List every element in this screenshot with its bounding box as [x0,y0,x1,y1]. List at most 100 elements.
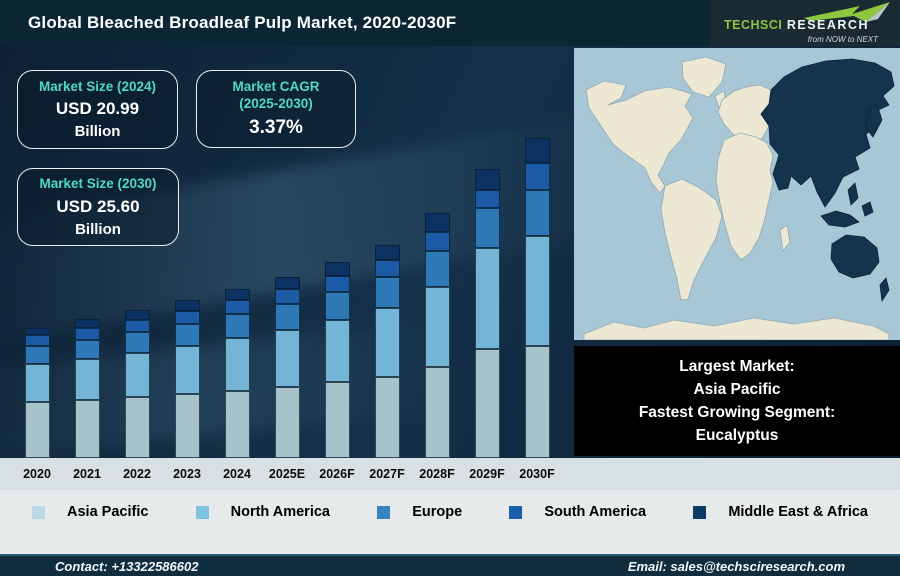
bar-segment-north-america [274,330,300,387]
bar-2020 [24,328,50,458]
bar-segment-south-america [124,320,150,332]
bar-2024 [224,289,250,458]
bar-segment-south-america [274,289,300,304]
stat-value: 3.37% [249,116,303,138]
bar-segment-north-america [474,248,500,349]
bar-segment-europe [324,292,350,320]
stat-box-market-size-2024: Market Size (2024) USD 20.99 Billion [17,70,178,149]
legend-item: Europe [377,504,462,520]
year-label: 2024 [223,467,251,481]
callout-largest-market: Largest Market: Asia Pacific Fastest Gro… [574,346,900,456]
year-label: 2020 [23,467,51,481]
legend-item: South America [509,504,646,520]
year-label: 2027F [369,467,405,481]
bar-segment-middle-east-africa [274,277,300,289]
year-label: 2023 [173,467,201,481]
year-label: 2026F [319,467,355,481]
bar-segment-north-america [374,308,400,377]
bar-segment-asia-pacific [324,382,350,458]
bar-segment-middle-east-africa [374,245,400,260]
legend-swatch-icon [509,505,523,519]
bar-segment-europe [74,340,100,359]
bar-2030F [524,138,550,458]
stat-unit: Billion [74,123,121,141]
year-label: 2028F [419,467,455,481]
logo-brand-primary: TECHSCI [724,18,783,32]
stat-value: USD 25.60 [56,196,140,216]
stat-label: Market Size (2024) [38,78,157,94]
legend-swatch-icon [693,505,707,519]
year-label: 2022 [123,467,151,481]
bar-segment-south-america [174,311,200,324]
bar-segment-south-america [524,163,550,190]
bar-segment-south-america [424,232,450,251]
logo-arrow-icon [804,2,890,22]
bar-segment-north-america [174,346,200,394]
stat-label: Market CAGR (2025-2030) [232,79,320,111]
bar-segment-middle-east-africa [174,300,200,311]
bar-2027F [374,245,400,458]
stat-box-market-size-2030: Market Size (2030) USD 25.60 Billion [17,168,179,246]
callout-line: Asia Pacific [693,380,781,398]
bar-segment-asia-pacific [374,377,400,458]
legend-label: Asia Pacific [67,504,149,520]
title-bar: Global Bleached Broadleaf Pulp Market, 2… [0,0,900,46]
bar-segment-south-america [74,328,100,340]
bar-segment-asia-pacific [474,349,500,458]
legend-label: South America [544,504,647,520]
bar-segment-asia-pacific [424,367,450,458]
bar-segment-europe [224,314,250,338]
chart-legend: Asia Pacific North America Europe South Ame… [0,490,900,554]
legend-label: North America [230,504,330,520]
bar-segment-north-america [224,338,250,391]
year-label: 2030F [519,467,555,481]
bar-segment-europe [524,190,550,236]
bar-segment-asia-pacific [74,400,100,458]
bar-segment-europe [174,324,200,346]
stat-box-market-cagr: Market CAGR (2025-2030) 3.37% [196,70,356,148]
callout-line: Fastest Growing Segment: [638,404,836,421]
legend-swatch-icon [377,505,391,519]
bar-segment-middle-east-africa [74,319,100,328]
bar-segment-europe [374,277,400,308]
bar-2028F [424,213,450,458]
bars [0,46,570,458]
world-map-icon [574,48,900,341]
bar-segment-europe [124,332,150,353]
bar-segment-europe [24,346,50,364]
bar-segment-europe [274,304,300,330]
techsci-logo: TECHSCI RESEARCH from NOW to NEXT [710,0,900,46]
bar-segment-middle-east-africa [24,328,50,335]
bar-segment-middle-east-africa [474,169,500,190]
bar-segment-middle-east-africa [524,138,550,163]
bar-segment-europe [474,208,500,248]
bar-segment-asia-pacific [24,402,50,458]
stat-unit: Billion [75,220,121,238]
footer-email: Email: sales@techsciresearch.com [627,558,845,574]
bar-segment-asia-pacific [174,394,200,458]
bar-2021 [74,319,100,458]
page-title: Global Bleached Broadleaf Pulp Market, 2… [28,13,457,32]
bar-segment-north-america [524,236,550,346]
bar-segment-north-america [124,353,150,397]
legend-label: Middle East & Africa [728,504,868,520]
legend-label: Europe [412,504,463,520]
bar-segment-south-america [324,276,350,292]
bar-segment-middle-east-africa [424,213,450,232]
legend-swatch-icon [195,505,209,519]
bar-segment-middle-east-africa [324,262,350,276]
legend-item: Asia Pacific [32,504,148,520]
bar-segment-south-america [24,335,50,346]
bar-2025E [274,277,300,458]
bar-segment-south-america [374,260,400,277]
logo-brand-secondary: RESEARCH [786,18,869,32]
year-label: 2029F [469,467,505,481]
stat-value: USD 20.99 [55,99,140,119]
bar-segment-north-america [424,287,450,367]
logo-text: TECHSCI RESEARCH [724,16,869,34]
callout-line: Largest Market: [679,357,795,375]
bar-2029F [474,169,500,458]
bar-segment-south-america [474,190,500,208]
bar-segment-middle-east-africa [124,310,150,320]
